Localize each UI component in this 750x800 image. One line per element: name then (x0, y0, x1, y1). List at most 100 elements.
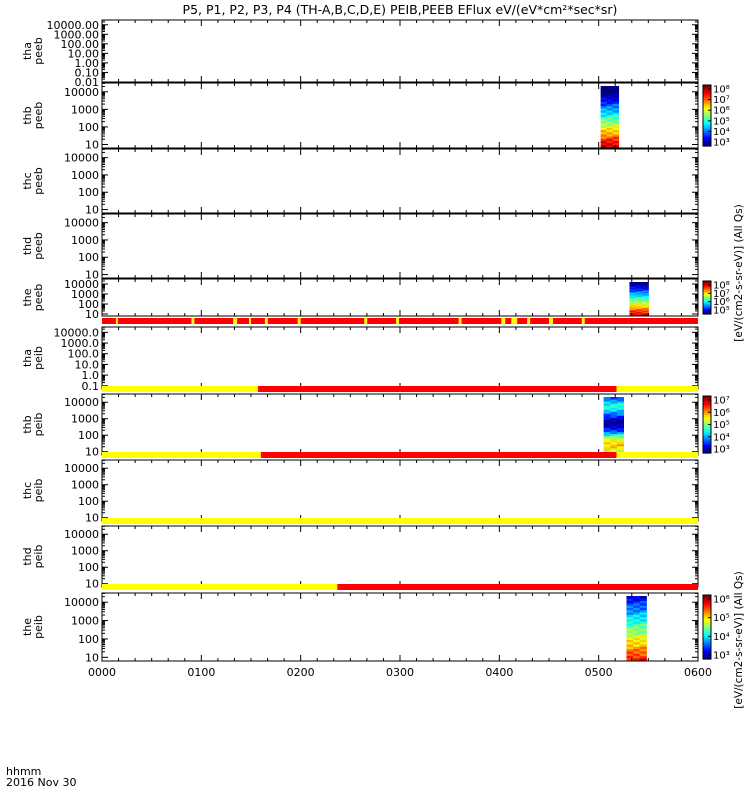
colorbar-step (703, 444, 711, 447)
colorbar-tick-label: 10⁵ (713, 613, 730, 624)
y-tick-label: 10.0 (75, 358, 100, 371)
colorbar-step (703, 290, 711, 293)
spectrogram-cell (606, 125, 614, 128)
spectrogram-cell (603, 405, 611, 408)
spectrogram-cell (639, 657, 647, 661)
spectrogram-cell (642, 302, 649, 304)
spectrogram-cell (600, 103, 608, 107)
colorbar-step (703, 92, 711, 95)
colorbar-step (703, 628, 711, 631)
spectrogram-cell (626, 625, 634, 629)
spectrogram-cell (612, 133, 620, 137)
colorbar-step (703, 302, 711, 304)
spectrogram-cell (610, 411, 618, 414)
panel-probe-label: thb (21, 106, 34, 124)
colorbar-step (703, 309, 711, 311)
colorbar-step (703, 129, 711, 132)
spectrogram-cell (629, 286, 637, 289)
colorbar-step (703, 615, 711, 618)
flag-segment (616, 452, 698, 458)
spectrogram-cell (633, 639, 641, 643)
spectrogram-data (626, 596, 647, 661)
spectrogram-cell (603, 411, 611, 414)
spectrogram-cell (612, 105, 620, 109)
spectrogram-cell (603, 433, 611, 437)
spectrogram-cell (616, 413, 624, 416)
spectrogram-cell (616, 407, 624, 410)
spectrogram-cell (626, 612, 634, 615)
colorbar-tick-label: 10⁸ (713, 85, 730, 96)
spectrogram-cell (616, 425, 624, 429)
spectrogram-cell (635, 307, 643, 310)
colorbar-step (703, 411, 711, 414)
colorbar-step (703, 290, 711, 292)
spectrogram-cell (642, 299, 649, 302)
spectrogram-cell (639, 607, 647, 611)
spectrogram-cell (629, 302, 637, 304)
colorbar-step (703, 614, 711, 617)
spectrogram-cell (606, 123, 614, 126)
spectrogram-cell (642, 311, 649, 314)
spectrogram-cell (603, 413, 611, 416)
y-tick-label: 10 (85, 578, 99, 591)
colorbar-step (703, 293, 711, 295)
y-tick-label: 10000 (64, 152, 99, 165)
spectrogram-cell (629, 285, 637, 288)
spectrogram-cell (629, 300, 637, 303)
flag-segment (581, 318, 585, 324)
spectrogram-cell (629, 292, 637, 295)
colorbar-step (703, 115, 711, 118)
colorbar-step (703, 441, 711, 444)
colorbar-step (703, 606, 711, 609)
spectrogram-cell (603, 441, 611, 445)
spectrogram-cell (639, 618, 647, 622)
spectrogram-cell (606, 120, 614, 124)
spectrogram-cell (610, 417, 618, 420)
spectrogram-cell (626, 607, 634, 611)
flag-segment (257, 386, 617, 392)
panel-product-label: peeb (32, 167, 45, 195)
colorbar-step (703, 311, 711, 313)
spectrogram-cell (606, 109, 614, 113)
colorbar-step (703, 598, 711, 601)
spectrogram-cell (603, 407, 611, 410)
figure-title: P5, P1, P2, P3, P4 (TH-A,B,C,D,E) PEIB,P… (183, 2, 618, 17)
spectrogram-cell (633, 632, 641, 636)
spectrogram-cell (606, 103, 614, 107)
colorbar-step (703, 294, 711, 296)
spectrogram-cell (642, 290, 649, 292)
colorbar-step (703, 428, 711, 431)
spectrogram-cell (600, 94, 608, 98)
colorbar-step (703, 630, 711, 633)
spectrogram-cell (610, 401, 618, 404)
spectrogram-cell (635, 291, 643, 294)
colorbar-frame (702, 280, 712, 315)
spectrogram-cell (616, 421, 624, 424)
spectrogram-cell (603, 447, 611, 451)
colorbar-step (703, 427, 711, 430)
spectrogram-cell (612, 112, 620, 115)
y-tick-label: 1000 (71, 545, 99, 558)
colorbar-step (703, 400, 711, 403)
spectrogram-cell (635, 312, 643, 315)
colorbar-step (703, 655, 711, 658)
colorbar-step (703, 91, 711, 94)
spectrogram-cell (633, 623, 641, 627)
spectrogram-cell (600, 99, 608, 102)
colorbar-step (703, 312, 711, 314)
colorbar-tick-label: 10³ (713, 138, 730, 149)
spectrogram-cell (642, 291, 649, 294)
spectrogram-cell (633, 634, 641, 638)
spectrogram-cell (606, 94, 614, 98)
colorbar-step (703, 127, 711, 130)
spectrogram-cell (629, 296, 637, 298)
colorbar-tick-label: 10⁷ (713, 95, 730, 106)
colorbar-step (703, 109, 711, 112)
spectrogram-cell (635, 296, 643, 298)
spectrogram-cell (635, 299, 643, 302)
spectrogram-cell (606, 140, 614, 144)
colorbar-step (703, 135, 711, 138)
